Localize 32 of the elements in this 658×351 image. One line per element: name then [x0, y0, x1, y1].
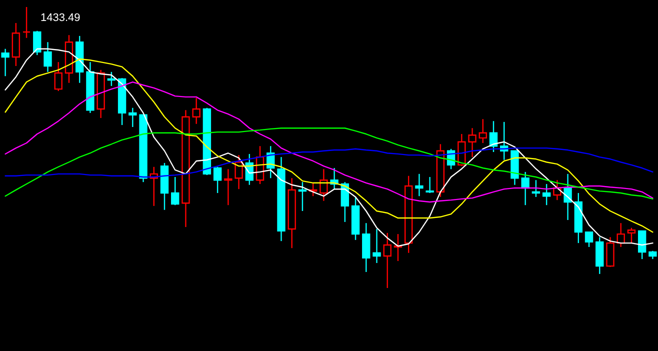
candlestick — [171, 176, 180, 206]
candlestick — [22, 6, 31, 39]
candlestick — [542, 183, 551, 206]
candlestick — [362, 222, 370, 273]
candlestick — [1, 48, 10, 77]
candlestick — [426, 176, 434, 194]
candlestick — [521, 171, 530, 206]
candlestick — [564, 173, 572, 221]
candlestick — [468, 128, 476, 158]
candlestick — [606, 236, 614, 268]
candlestick — [128, 107, 137, 128]
candlestick — [54, 61, 62, 92]
candlestick — [458, 133, 466, 167]
candlestick — [12, 22, 20, 67]
candlestick — [298, 181, 307, 212]
candlestick — [584, 231, 594, 248]
candlestick — [213, 166, 222, 194]
candlestick — [320, 168, 328, 202]
candlestick — [224, 168, 232, 206]
candlestick — [372, 228, 381, 264]
candlestick — [44, 42, 52, 73]
candlestick — [478, 118, 487, 144]
candlestick — [532, 179, 540, 198]
candlestick — [627, 227, 636, 244]
candlestick — [234, 154, 243, 190]
candlestick — [33, 30, 42, 56]
candlestick — [383, 232, 392, 289]
annotation: 1433.49 — [40, 12, 80, 24]
candlestick — [192, 97, 200, 124]
candlestick — [415, 173, 424, 197]
candlestick — [638, 230, 646, 260]
candlestick — [107, 71, 116, 87]
